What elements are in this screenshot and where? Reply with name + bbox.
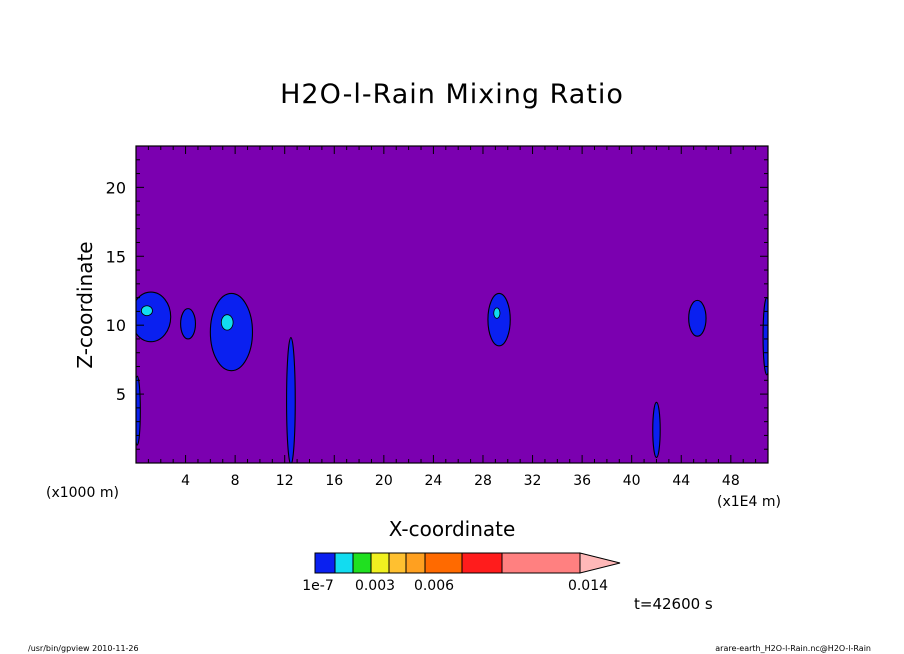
y-tick-label: 5 (116, 385, 126, 404)
colorbar (314, 552, 621, 574)
footer-left: /usr/bin/gpview 2010-11-26 (28, 644, 139, 653)
x-tick-label: 44 (672, 473, 690, 489)
footer-right: arare-earth_H2O-l-Rain.nc@H2O-l-Rain (715, 644, 871, 653)
x-unit-right: (x1E4 m) (717, 494, 781, 510)
rain-blob-core (220, 314, 234, 331)
colorbar-segment (334, 552, 354, 574)
rain-blob (180, 308, 197, 340)
colorbar-segment (501, 552, 581, 574)
colorbar-arrow (579, 552, 621, 574)
x-tick-label: 28 (474, 473, 492, 489)
rain-blob (652, 401, 661, 459)
chart-title: H2O-l-Rain Mixing Ratio (280, 79, 624, 110)
x-axis-label: X-coordinate (389, 517, 516, 541)
rain-blob (136, 375, 141, 446)
colorbar-segment (405, 552, 426, 574)
rain-blob (487, 292, 511, 347)
x-tick-label: 4 (181, 473, 190, 489)
colorbar-label: 0.014 (568, 578, 608, 594)
rain-blobs (136, 291, 768, 463)
colorbar-label: 1e-7 (302, 578, 333, 594)
rain-blob (286, 337, 296, 463)
y-tick-label: 20 (106, 178, 126, 197)
rain-blob-core (493, 307, 501, 319)
x-tick-label: 20 (375, 473, 393, 489)
y-axis-label: Z-coordinate (73, 241, 97, 368)
rain-blob (762, 297, 768, 376)
x-tick-label: 12 (276, 473, 294, 489)
x-tick-label: 40 (623, 473, 641, 489)
rain-blob-core (140, 305, 153, 317)
plot-frame (135, 145, 769, 464)
colorbar-segment (314, 552, 336, 574)
x-tick-label: 8 (231, 473, 240, 489)
y-tick-label: 10 (106, 316, 126, 335)
colorbar-segment (370, 552, 390, 574)
colorbar-labels: 1e-7 0.003 0.006 0.014 (302, 578, 608, 594)
x-tick-label: 16 (325, 473, 343, 489)
x-tick-label: 36 (573, 473, 591, 489)
y-ticks: 5 10 15 20 (106, 159, 768, 450)
x-unit-left: (x1000 m) (46, 485, 119, 501)
y-tick-label: 15 (106, 247, 126, 266)
x-tick-label: 32 (524, 473, 542, 489)
x-tick-label: 24 (424, 473, 442, 489)
x-ticks: 4 8 12 16 20 24 28 32 36 40 44 48 (147, 146, 757, 489)
colorbar-segment (352, 552, 372, 574)
rain-blob (688, 299, 707, 337)
colorbar-label: 0.003 (355, 578, 395, 594)
colorbar-segment (461, 552, 503, 574)
colorbar-segment (424, 552, 463, 574)
colorbar-label: 0.006 (414, 578, 454, 594)
rain-blob (136, 291, 172, 343)
x-tick-label: 48 (722, 473, 740, 489)
time-label: t=42600 s (634, 595, 713, 613)
colorbar-segment (388, 552, 407, 574)
rain-blob (209, 292, 254, 372)
